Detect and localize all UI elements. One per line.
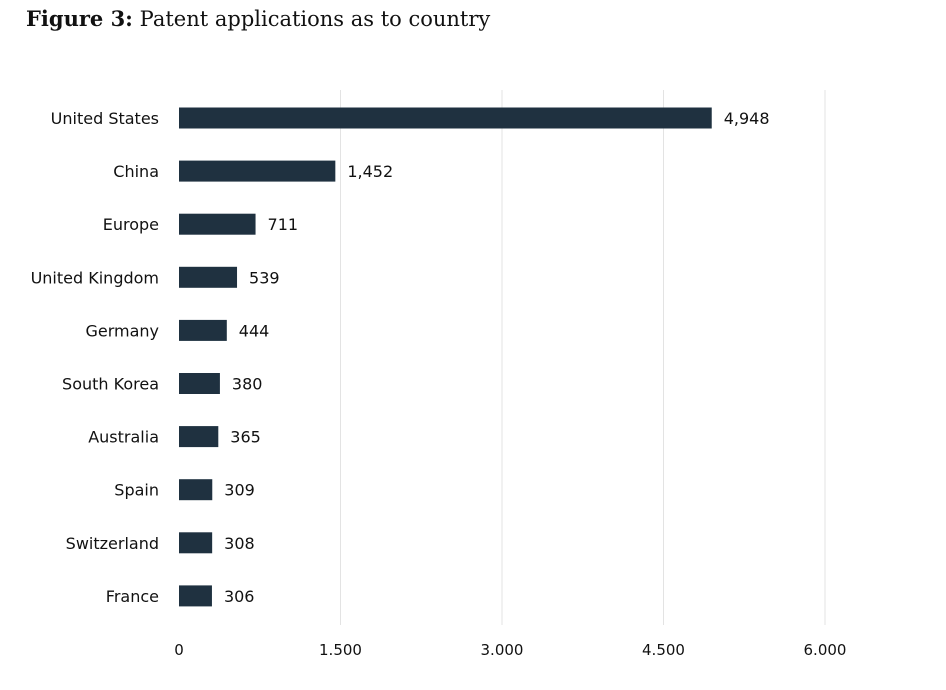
category-label: United Kingdom	[31, 268, 159, 287]
category-label: Europe	[103, 215, 159, 234]
category-label: Switzerland	[66, 534, 159, 553]
x-tick-label: 6.000	[804, 641, 847, 659]
value-label: 308	[224, 534, 255, 553]
category-label: South Korea	[62, 375, 159, 394]
category-label: United States	[51, 109, 159, 128]
bar	[179, 266, 238, 288]
category-label: Australia	[88, 428, 159, 447]
category-label: France	[106, 587, 159, 606]
value-label: 4,948	[724, 109, 770, 128]
value-label: 380	[232, 375, 263, 394]
x-tick-label: 1.500	[319, 641, 362, 659]
category-label: Spain	[114, 481, 159, 500]
figure-title: Figure 3: Patent applications as to coun…	[26, 6, 490, 31]
grid-lines	[340, 90, 826, 625]
category-label: Germany	[85, 321, 159, 340]
bar	[179, 107, 712, 129]
bar	[179, 585, 212, 607]
category-label: China	[113, 162, 159, 181]
bar	[179, 532, 213, 554]
value-labels: 4,948 1,452 711 539 444 380 365 309 308 306	[224, 109, 770, 606]
value-label: 1,452	[347, 162, 393, 181]
bar	[179, 479, 213, 501]
figure-label: Figure 3:	[26, 6, 133, 31]
value-label: 306	[224, 587, 255, 606]
value-label: 539	[249, 268, 280, 287]
bar	[179, 160, 336, 182]
bar	[179, 426, 219, 448]
bars	[179, 107, 712, 607]
x-tick-label: 0	[174, 641, 184, 659]
bar	[179, 213, 256, 235]
value-label: 711	[268, 215, 299, 234]
bar	[179, 319, 227, 341]
value-label: 444	[239, 321, 270, 340]
figure-caption: Patent applications as to country	[139, 7, 491, 31]
bar	[179, 373, 220, 394]
value-label: 365	[230, 428, 261, 447]
x-tick-labels: 0 1.500 3.000 4.500 6.000	[174, 641, 846, 659]
value-label: 309	[224, 481, 255, 500]
x-tick-label: 4.500	[642, 641, 685, 659]
x-tick-label: 3.000	[481, 641, 524, 659]
category-labels: United States China Europe United Kingdom Ge…	[31, 109, 159, 606]
